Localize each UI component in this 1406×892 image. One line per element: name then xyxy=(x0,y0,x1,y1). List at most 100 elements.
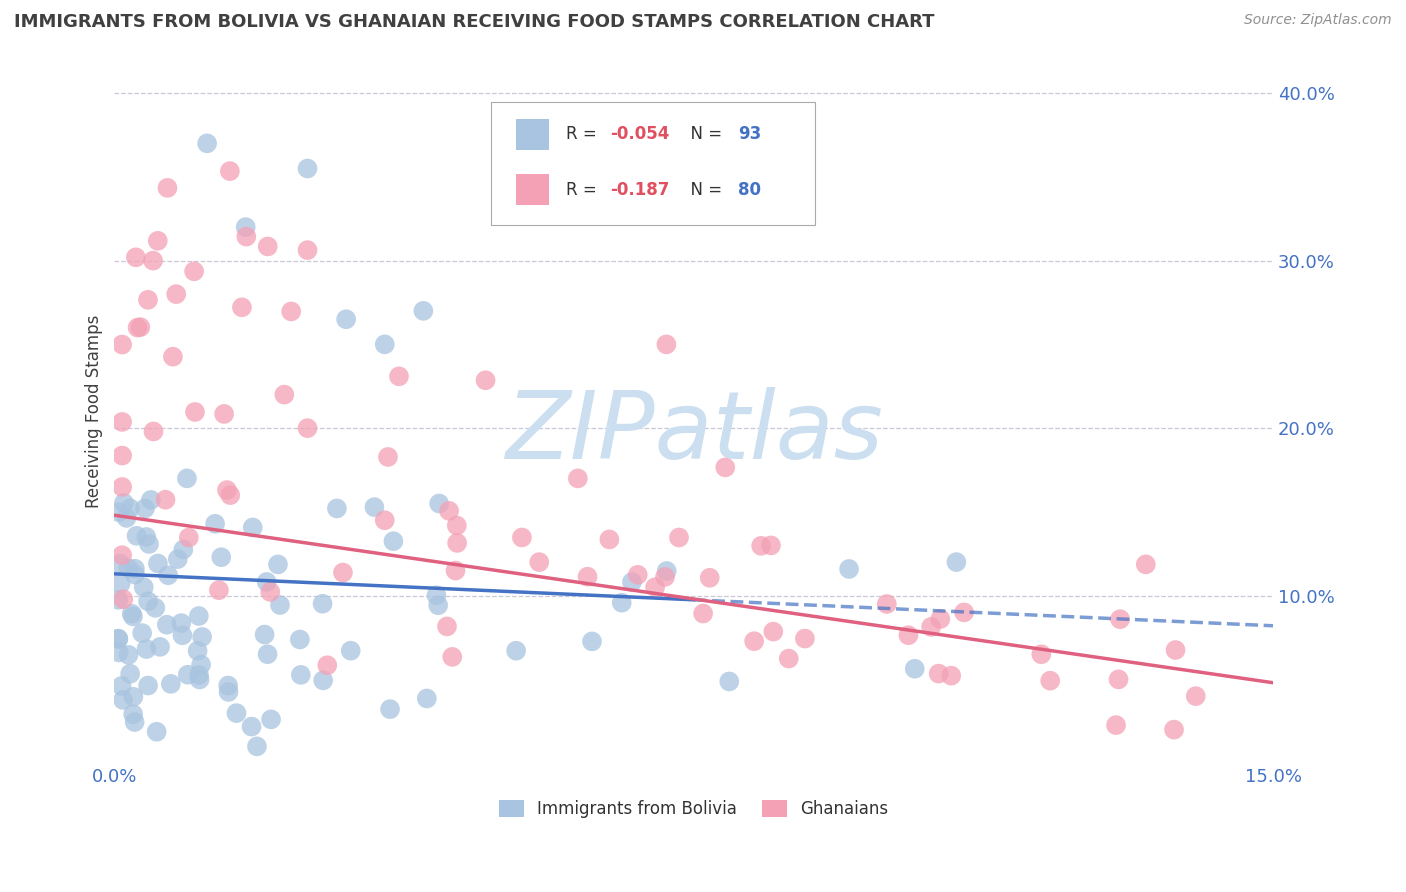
Point xyxy=(256,239,278,253)
Point xyxy=(311,597,333,611)
Text: R =: R = xyxy=(567,125,602,143)
Point xyxy=(190,657,212,672)
Text: R =: R = xyxy=(567,181,602,199)
Point xyxy=(108,557,131,571)
Point xyxy=(259,585,281,599)
Point xyxy=(928,666,950,681)
Point xyxy=(945,555,967,569)
Point xyxy=(1184,689,1206,703)
Point xyxy=(749,539,772,553)
Point xyxy=(124,562,146,576)
Point xyxy=(135,530,157,544)
Point xyxy=(156,181,179,195)
Point xyxy=(505,643,527,657)
Point xyxy=(124,567,146,582)
Point xyxy=(269,598,291,612)
Point xyxy=(191,630,214,644)
Point xyxy=(759,538,782,552)
Point xyxy=(131,626,153,640)
Text: N =: N = xyxy=(681,125,727,143)
Point xyxy=(218,685,240,699)
Point xyxy=(778,651,800,665)
Point xyxy=(111,449,134,463)
Point xyxy=(166,552,188,566)
Point xyxy=(129,320,152,334)
Point xyxy=(208,583,231,598)
Point xyxy=(149,640,172,654)
Point xyxy=(187,609,209,624)
Point xyxy=(188,673,211,687)
Point xyxy=(217,679,239,693)
Point xyxy=(134,501,156,516)
Point xyxy=(172,542,194,557)
Point xyxy=(297,243,319,257)
Point xyxy=(335,312,357,326)
Bar xyxy=(516,119,548,150)
Point xyxy=(1039,673,1062,688)
Point xyxy=(510,531,533,545)
Point xyxy=(122,609,145,624)
Point xyxy=(125,250,148,264)
Point xyxy=(155,492,177,507)
Point xyxy=(1164,643,1187,657)
Point xyxy=(1109,612,1132,626)
Point xyxy=(188,668,211,682)
Point xyxy=(273,387,295,401)
Point xyxy=(225,706,247,720)
Point xyxy=(110,679,132,693)
Point xyxy=(120,666,142,681)
Text: 80: 80 xyxy=(738,181,761,199)
Legend: Immigrants from Bolivia, Ghanaians: Immigrants from Bolivia, Ghanaians xyxy=(492,794,896,825)
Point xyxy=(142,425,165,439)
FancyBboxPatch shape xyxy=(491,102,815,225)
Point xyxy=(145,724,167,739)
Text: Source: ZipAtlas.com: Source: ZipAtlas.com xyxy=(1244,13,1392,28)
Point xyxy=(204,516,226,531)
Point xyxy=(170,616,193,631)
Point xyxy=(876,597,898,611)
Point xyxy=(156,617,179,632)
Point xyxy=(246,739,269,754)
Point xyxy=(187,644,209,658)
Point xyxy=(143,600,166,615)
Point xyxy=(377,450,399,464)
Point xyxy=(1135,558,1157,572)
Point xyxy=(718,674,741,689)
Point xyxy=(117,648,139,662)
Point xyxy=(838,562,860,576)
Point xyxy=(260,712,283,726)
Point xyxy=(110,576,132,591)
Point xyxy=(253,627,276,641)
Point xyxy=(620,575,643,590)
Point xyxy=(256,574,278,589)
Point xyxy=(363,500,385,515)
Point xyxy=(136,594,159,608)
Point xyxy=(655,564,678,578)
Point xyxy=(742,634,765,648)
Point xyxy=(115,511,138,525)
Point xyxy=(184,405,207,419)
Point xyxy=(111,415,134,429)
Point xyxy=(160,677,183,691)
Point xyxy=(441,649,464,664)
Point xyxy=(437,504,460,518)
Point xyxy=(139,492,162,507)
Point xyxy=(108,505,131,519)
Point xyxy=(581,634,603,648)
Point xyxy=(474,373,496,387)
Point xyxy=(598,533,620,547)
Point xyxy=(290,668,312,682)
Point xyxy=(112,496,135,510)
Point xyxy=(444,564,467,578)
Point xyxy=(312,673,335,688)
Point xyxy=(107,592,129,607)
Point xyxy=(1163,723,1185,737)
Point xyxy=(427,496,450,510)
Point xyxy=(165,287,187,301)
Point xyxy=(215,483,238,497)
Point xyxy=(378,702,401,716)
Point xyxy=(219,488,242,502)
Point xyxy=(111,480,134,494)
Point xyxy=(1108,673,1130,687)
Text: IMMIGRANTS FROM BOLIVIA VS GHANAIAN RECEIVING FOOD STAMPS CORRELATION CHART: IMMIGRANTS FROM BOLIVIA VS GHANAIAN RECE… xyxy=(14,13,935,31)
